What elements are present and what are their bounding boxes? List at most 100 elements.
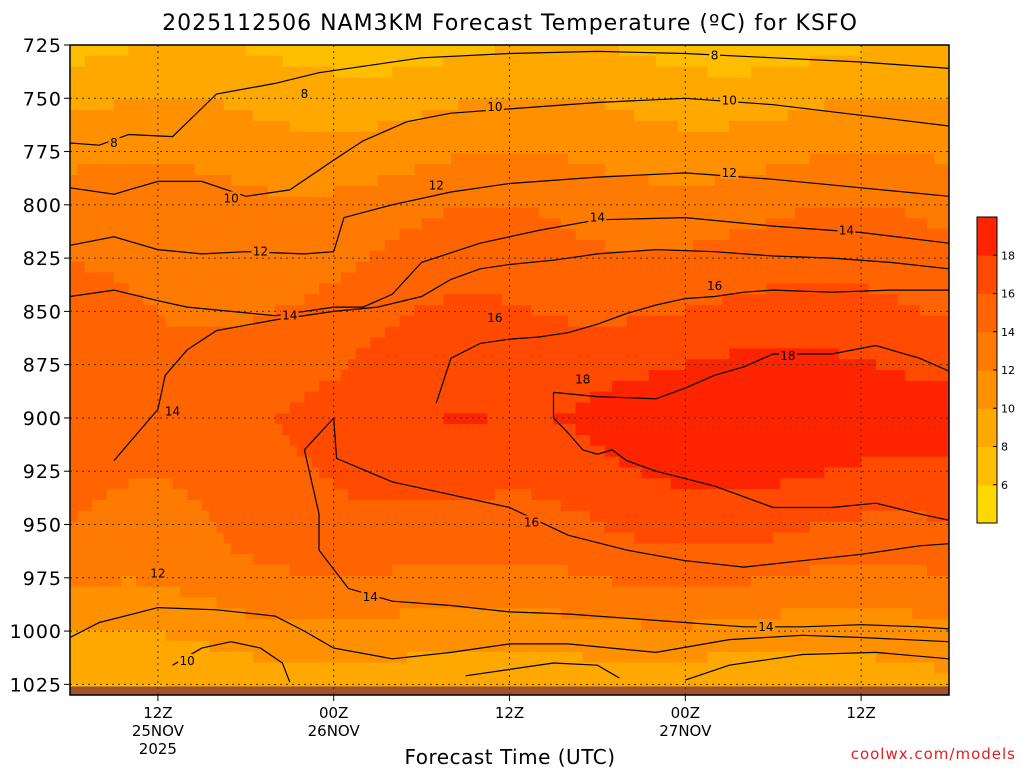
temperature-cell xyxy=(77,55,86,68)
temperature-cell xyxy=(494,77,503,89)
temperature-cell xyxy=(253,153,262,165)
temperature-cell xyxy=(516,673,525,685)
temperature-cell xyxy=(77,348,86,360)
temperature-cell xyxy=(604,175,613,187)
temperature-cell xyxy=(209,532,218,544)
temperature-cell xyxy=(670,435,679,447)
temperature-cell xyxy=(370,196,379,209)
temperature-cell xyxy=(77,337,86,349)
temperature-cell xyxy=(656,207,664,219)
temperature-cell xyxy=(260,294,269,306)
temperature-cell xyxy=(538,142,547,154)
temperature-cell xyxy=(363,337,371,349)
temperature-cell xyxy=(436,337,445,349)
temperature-cell xyxy=(612,305,620,317)
temperature-cell xyxy=(619,370,628,382)
temperature-cell xyxy=(414,424,423,436)
temperature-cell xyxy=(223,445,232,458)
temperature-cell xyxy=(421,250,430,263)
temperature-cell xyxy=(406,662,415,674)
temperature-cell xyxy=(179,640,188,653)
temperature-cell xyxy=(604,131,613,144)
temperature-cell xyxy=(502,521,511,534)
temperature-cell xyxy=(553,88,562,100)
temperature-cell xyxy=(348,424,357,436)
temperature-cell xyxy=(626,99,635,111)
temperature-cell xyxy=(677,207,686,219)
temperature-cell xyxy=(304,77,313,89)
temperature-cell xyxy=(319,131,327,144)
temperature-cell xyxy=(414,196,423,209)
temperature-cell xyxy=(165,391,174,404)
temperature-cell xyxy=(648,272,657,284)
temperature-cell xyxy=(143,521,152,534)
temperature-cell xyxy=(370,348,379,360)
temperature-cell xyxy=(70,272,78,284)
temperature-cell xyxy=(443,467,452,479)
temperature-cell xyxy=(77,630,86,642)
temperature-cell xyxy=(165,413,174,425)
temperature-cell xyxy=(392,391,401,404)
temperature-cell xyxy=(612,532,620,544)
temperature-cell xyxy=(187,326,196,339)
temperature-cell xyxy=(245,586,254,599)
temperature-cell xyxy=(392,294,401,306)
temperature-cell xyxy=(428,164,437,176)
temperature-cell xyxy=(538,662,547,674)
temperature-cell xyxy=(304,283,313,295)
temperature-cell xyxy=(245,196,254,209)
temperature-cell xyxy=(597,424,606,436)
temperature-cell xyxy=(297,250,305,263)
temperature-cell xyxy=(253,185,262,198)
temperature-cell xyxy=(560,543,569,555)
temperature-cell xyxy=(480,651,489,664)
temperature-cell xyxy=(568,413,577,425)
temperature-cell xyxy=(634,424,642,436)
temperature-cell xyxy=(509,445,518,458)
temperature-cell xyxy=(260,66,269,79)
temperature-cell xyxy=(626,370,635,382)
temperature-cell xyxy=(209,489,218,501)
temperature-cell xyxy=(253,272,262,284)
temperature-cell xyxy=(531,294,540,306)
temperature-cell xyxy=(487,402,496,414)
temperature-cell xyxy=(663,456,672,469)
temperature-cell xyxy=(348,662,357,674)
temperature-cell xyxy=(458,543,467,555)
temperature-cell xyxy=(253,110,262,122)
temperature-cell xyxy=(194,240,203,252)
temperature-cell xyxy=(150,478,159,490)
temperature-cell xyxy=(670,380,679,393)
temperature-cell xyxy=(582,543,591,555)
temperature-cell xyxy=(326,586,335,599)
temperature-cell xyxy=(179,467,188,479)
temperature-cell xyxy=(355,110,364,122)
temperature-cell xyxy=(663,305,672,317)
temperature-cell xyxy=(480,532,489,544)
temperature-cell xyxy=(465,521,474,534)
temperature-cell xyxy=(392,110,401,122)
temperature-cell xyxy=(590,597,598,609)
temperature-cell xyxy=(487,575,496,588)
temperature-cell xyxy=(113,272,122,284)
temperature-cell xyxy=(128,640,137,653)
temperature-cell xyxy=(509,489,518,501)
temperature-cell xyxy=(304,445,313,458)
temperature-cell xyxy=(355,45,364,57)
temperature-cell xyxy=(626,435,635,447)
temperature-cell xyxy=(399,543,408,555)
temperature-cell xyxy=(663,142,672,154)
temperature-cell xyxy=(143,478,152,490)
temperature-cell xyxy=(619,413,628,425)
temperature-cell xyxy=(209,380,218,393)
temperature-cell xyxy=(641,608,650,620)
temperature-cell xyxy=(524,175,533,187)
temperature-cell xyxy=(568,380,577,393)
temperature-cell xyxy=(634,413,642,425)
temperature-cell xyxy=(626,630,635,642)
temperature-cell xyxy=(414,543,423,555)
temperature-cell xyxy=(121,435,130,447)
temperature-cell xyxy=(304,640,313,653)
temperature-cell xyxy=(509,521,518,534)
temperature-cell xyxy=(575,164,584,176)
